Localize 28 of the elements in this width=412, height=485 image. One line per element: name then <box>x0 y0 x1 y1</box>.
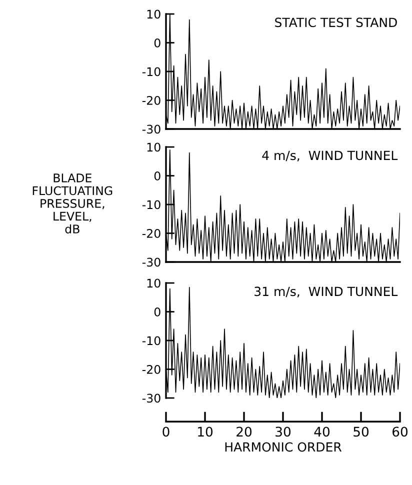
x-tick-label: 50 <box>354 426 369 437</box>
line-series <box>166 14 400 129</box>
x-tick-label: 20 <box>236 426 252 437</box>
y-tick-label: -20 <box>142 96 160 105</box>
y-tick-label: -20 <box>142 364 160 374</box>
y-tick-label: -30 <box>142 258 160 267</box>
x-tick-label: 30 <box>276 426 291 437</box>
y-tick-label: -10 <box>142 200 160 210</box>
x-tick-label: 10 <box>198 426 213 437</box>
y-tick-label: 10 <box>147 142 160 152</box>
y-tick-label: -10 <box>142 67 160 76</box>
y-tick-label: 0 <box>154 307 160 316</box>
y-tick-label: -30 <box>142 394 160 403</box>
chart-title: 31 m/s, WIND TUNNEL <box>254 286 398 298</box>
y-tick-label: 0 <box>154 171 160 180</box>
y-tick-label: 10 <box>147 10 160 19</box>
y-tick-label: -10 <box>142 336 160 346</box>
x-tick-label: 40 <box>314 426 330 437</box>
x-axis-title: HARMONIC ORDER <box>225 442 342 452</box>
x-tick-label: 60 <box>392 426 408 437</box>
y-tick-label: 0 <box>154 38 160 48</box>
x-tick-label: 0 <box>162 426 170 437</box>
chart-title: STATIC TEST STAND <box>275 18 397 28</box>
y-tick-label: 10 <box>147 278 160 288</box>
chart-title: 4 m/s, WIND TUNNEL <box>262 150 398 162</box>
y-tick-label: -20 <box>142 228 160 238</box>
y-axis-title: BLADE FLUCTUATING PRESSURE, LEVEL, dB <box>32 174 112 234</box>
y-tick-label: -30 <box>142 124 160 134</box>
